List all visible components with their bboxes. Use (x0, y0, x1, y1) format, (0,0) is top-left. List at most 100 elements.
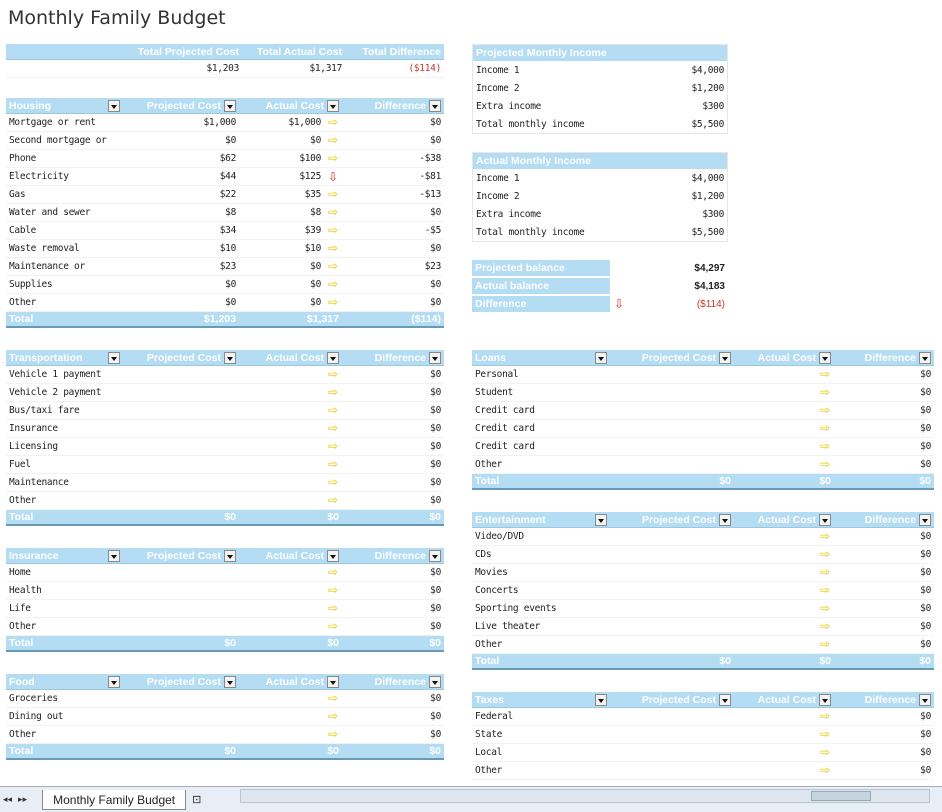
right-arrow-icon: ⇨ (327, 385, 339, 399)
right-arrow-icon: ⇨ (819, 421, 831, 435)
filter-dropdown-icon[interactable] (429, 675, 441, 688)
income-label: Income 1 (476, 172, 520, 184)
income-label: Extra income (476, 100, 542, 112)
filter-dropdown-icon[interactable] (224, 549, 236, 562)
balance-row: Actual balance $4,183 (472, 277, 728, 295)
cell-value: $1,000 (203, 117, 236, 128)
tab-scroll-last-icon[interactable]: ▸▸ (18, 794, 28, 804)
right-arrow-icon: ⇨ (819, 403, 831, 417)
right-arrow-icon: ⇨ (327, 223, 339, 237)
cell-value: -$38 (419, 153, 441, 164)
horizontal-scrollbar[interactable] (240, 789, 930, 803)
filter-dropdown-icon[interactable] (327, 549, 339, 562)
filter-dropdown-icon[interactable] (719, 351, 731, 364)
filter-dropdown-icon[interactable] (327, 675, 339, 688)
row-label: Vehicle 2 payment (9, 387, 102, 398)
tab-scroll-first-icon[interactable]: ◂◂ (3, 794, 13, 804)
filter-dropdown-icon[interactable] (224, 351, 236, 364)
filter-dropdown-icon[interactable] (595, 513, 607, 526)
total-value: $0 (719, 475, 731, 487)
filter-dropdown-icon[interactable] (919, 513, 931, 526)
table-row: Health ⇨ $0 (6, 582, 444, 600)
filter-dropdown-icon[interactable] (108, 351, 120, 364)
balance-value: ($114) (696, 298, 725, 310)
header-label: Difference (374, 351, 426, 364)
right-arrow-icon: ⇨ (327, 295, 339, 309)
indicator-cell: ⇨ (324, 278, 342, 291)
table-row: Credit card ⇨ $0 (472, 402, 934, 420)
cell-value: $22 (219, 189, 237, 200)
cell-value: $0 (920, 405, 931, 416)
right-arrow-icon: ⇨ (819, 547, 831, 561)
row-label: Home (9, 567, 31, 578)
table-row: Local ⇨ $0 (472, 744, 934, 762)
filter-dropdown-icon[interactable] (429, 99, 441, 112)
entertainment-header-name: Entertainment (472, 512, 610, 528)
taxes-header-col2: Difference (834, 692, 934, 708)
header-label: Actual Cost (265, 675, 324, 688)
filter-dropdown-icon[interactable] (224, 99, 236, 112)
right-arrow-icon: ⇨ (819, 619, 831, 633)
balance-label: Difference (472, 296, 610, 312)
loans-header-name: Loans (472, 350, 610, 366)
table-row: Groceries ⇨ $0 (6, 690, 444, 708)
right-arrow-icon: ⇨ (819, 439, 831, 453)
cell-value: $8 (310, 207, 321, 218)
row-label: Vehicle 1 payment (9, 369, 102, 380)
indicator-cell: ⇨ (324, 458, 342, 471)
filter-dropdown-icon[interactable] (919, 693, 931, 706)
filter-dropdown-icon[interactable] (108, 99, 120, 112)
total-value: $0 (429, 637, 441, 649)
filter-dropdown-icon[interactable] (819, 351, 831, 364)
table-row: CDs ⇨ $0 (472, 546, 934, 564)
cell-value: $0 (920, 369, 931, 380)
filter-dropdown-icon[interactable] (327, 351, 339, 364)
row-label: Electricity (9, 171, 69, 182)
total-row: Total $0 $0 $0 (6, 744, 444, 760)
cell-value: $39 (304, 225, 322, 236)
insert-sheet-icon[interactable]: ⊡ (192, 794, 202, 806)
indicator-cell: ⇨ (324, 422, 342, 435)
cell-value: $0 (920, 387, 931, 398)
header-label: Projected Cost (146, 549, 221, 562)
right-arrow-icon: ⇨ (327, 727, 339, 741)
filter-dropdown-icon[interactable] (327, 99, 339, 112)
filter-dropdown-icon[interactable] (108, 549, 120, 562)
scrollbar-thumb[interactable] (811, 791, 871, 801)
total-value: $1,203 (203, 313, 236, 325)
filter-dropdown-icon[interactable] (108, 675, 120, 688)
tab-monthly-family-budget[interactable]: Monthly Family Budget (42, 789, 187, 810)
filter-dropdown-icon[interactable] (719, 693, 731, 706)
indicator-cell: ⇨ (324, 620, 342, 633)
table-row: Federal ⇨ $0 (472, 708, 934, 726)
table-row: Maintenance ⇨ $0 (6, 474, 444, 492)
filter-dropdown-icon[interactable] (595, 351, 607, 364)
indicator-cell: ⇨ (816, 386, 834, 399)
row-label: Fuel (9, 459, 31, 470)
right-arrow-icon: ⇨ (819, 637, 831, 651)
right-arrow-icon: ⇨ (327, 475, 339, 489)
right-arrow-icon: ⇨ (327, 691, 339, 705)
filter-dropdown-icon[interactable] (719, 513, 731, 526)
right-arrow-icon: ⇨ (327, 601, 339, 615)
cell-value: $0 (310, 297, 321, 308)
filter-dropdown-icon[interactable] (429, 549, 441, 562)
header-label: Housing (9, 99, 51, 112)
insurance-header-col0: Projected Cost (123, 548, 239, 564)
header-label: Actual Cost (757, 513, 816, 526)
indicator-cell: ⇨ (816, 440, 834, 453)
balance-box: Projected balance $4,297 Actual balance … (472, 259, 728, 313)
total-row: Total $0 $0 $0 (472, 654, 934, 670)
cell-value: $0 (430, 459, 441, 470)
table-row: Movies ⇨ $0 (472, 564, 934, 582)
filter-dropdown-icon[interactable] (595, 693, 607, 706)
filter-dropdown-icon[interactable] (819, 693, 831, 706)
filter-dropdown-icon[interactable] (224, 675, 236, 688)
cell-value: $0 (920, 729, 931, 740)
table-row: Sporting events ⇨ $0 (472, 600, 934, 618)
right-arrow-icon: ⇨ (819, 457, 831, 471)
filter-dropdown-icon[interactable] (819, 513, 831, 526)
indicator-cell: ⇨ (816, 602, 834, 615)
filter-dropdown-icon[interactable] (429, 351, 441, 364)
filter-dropdown-icon[interactable] (919, 351, 931, 364)
